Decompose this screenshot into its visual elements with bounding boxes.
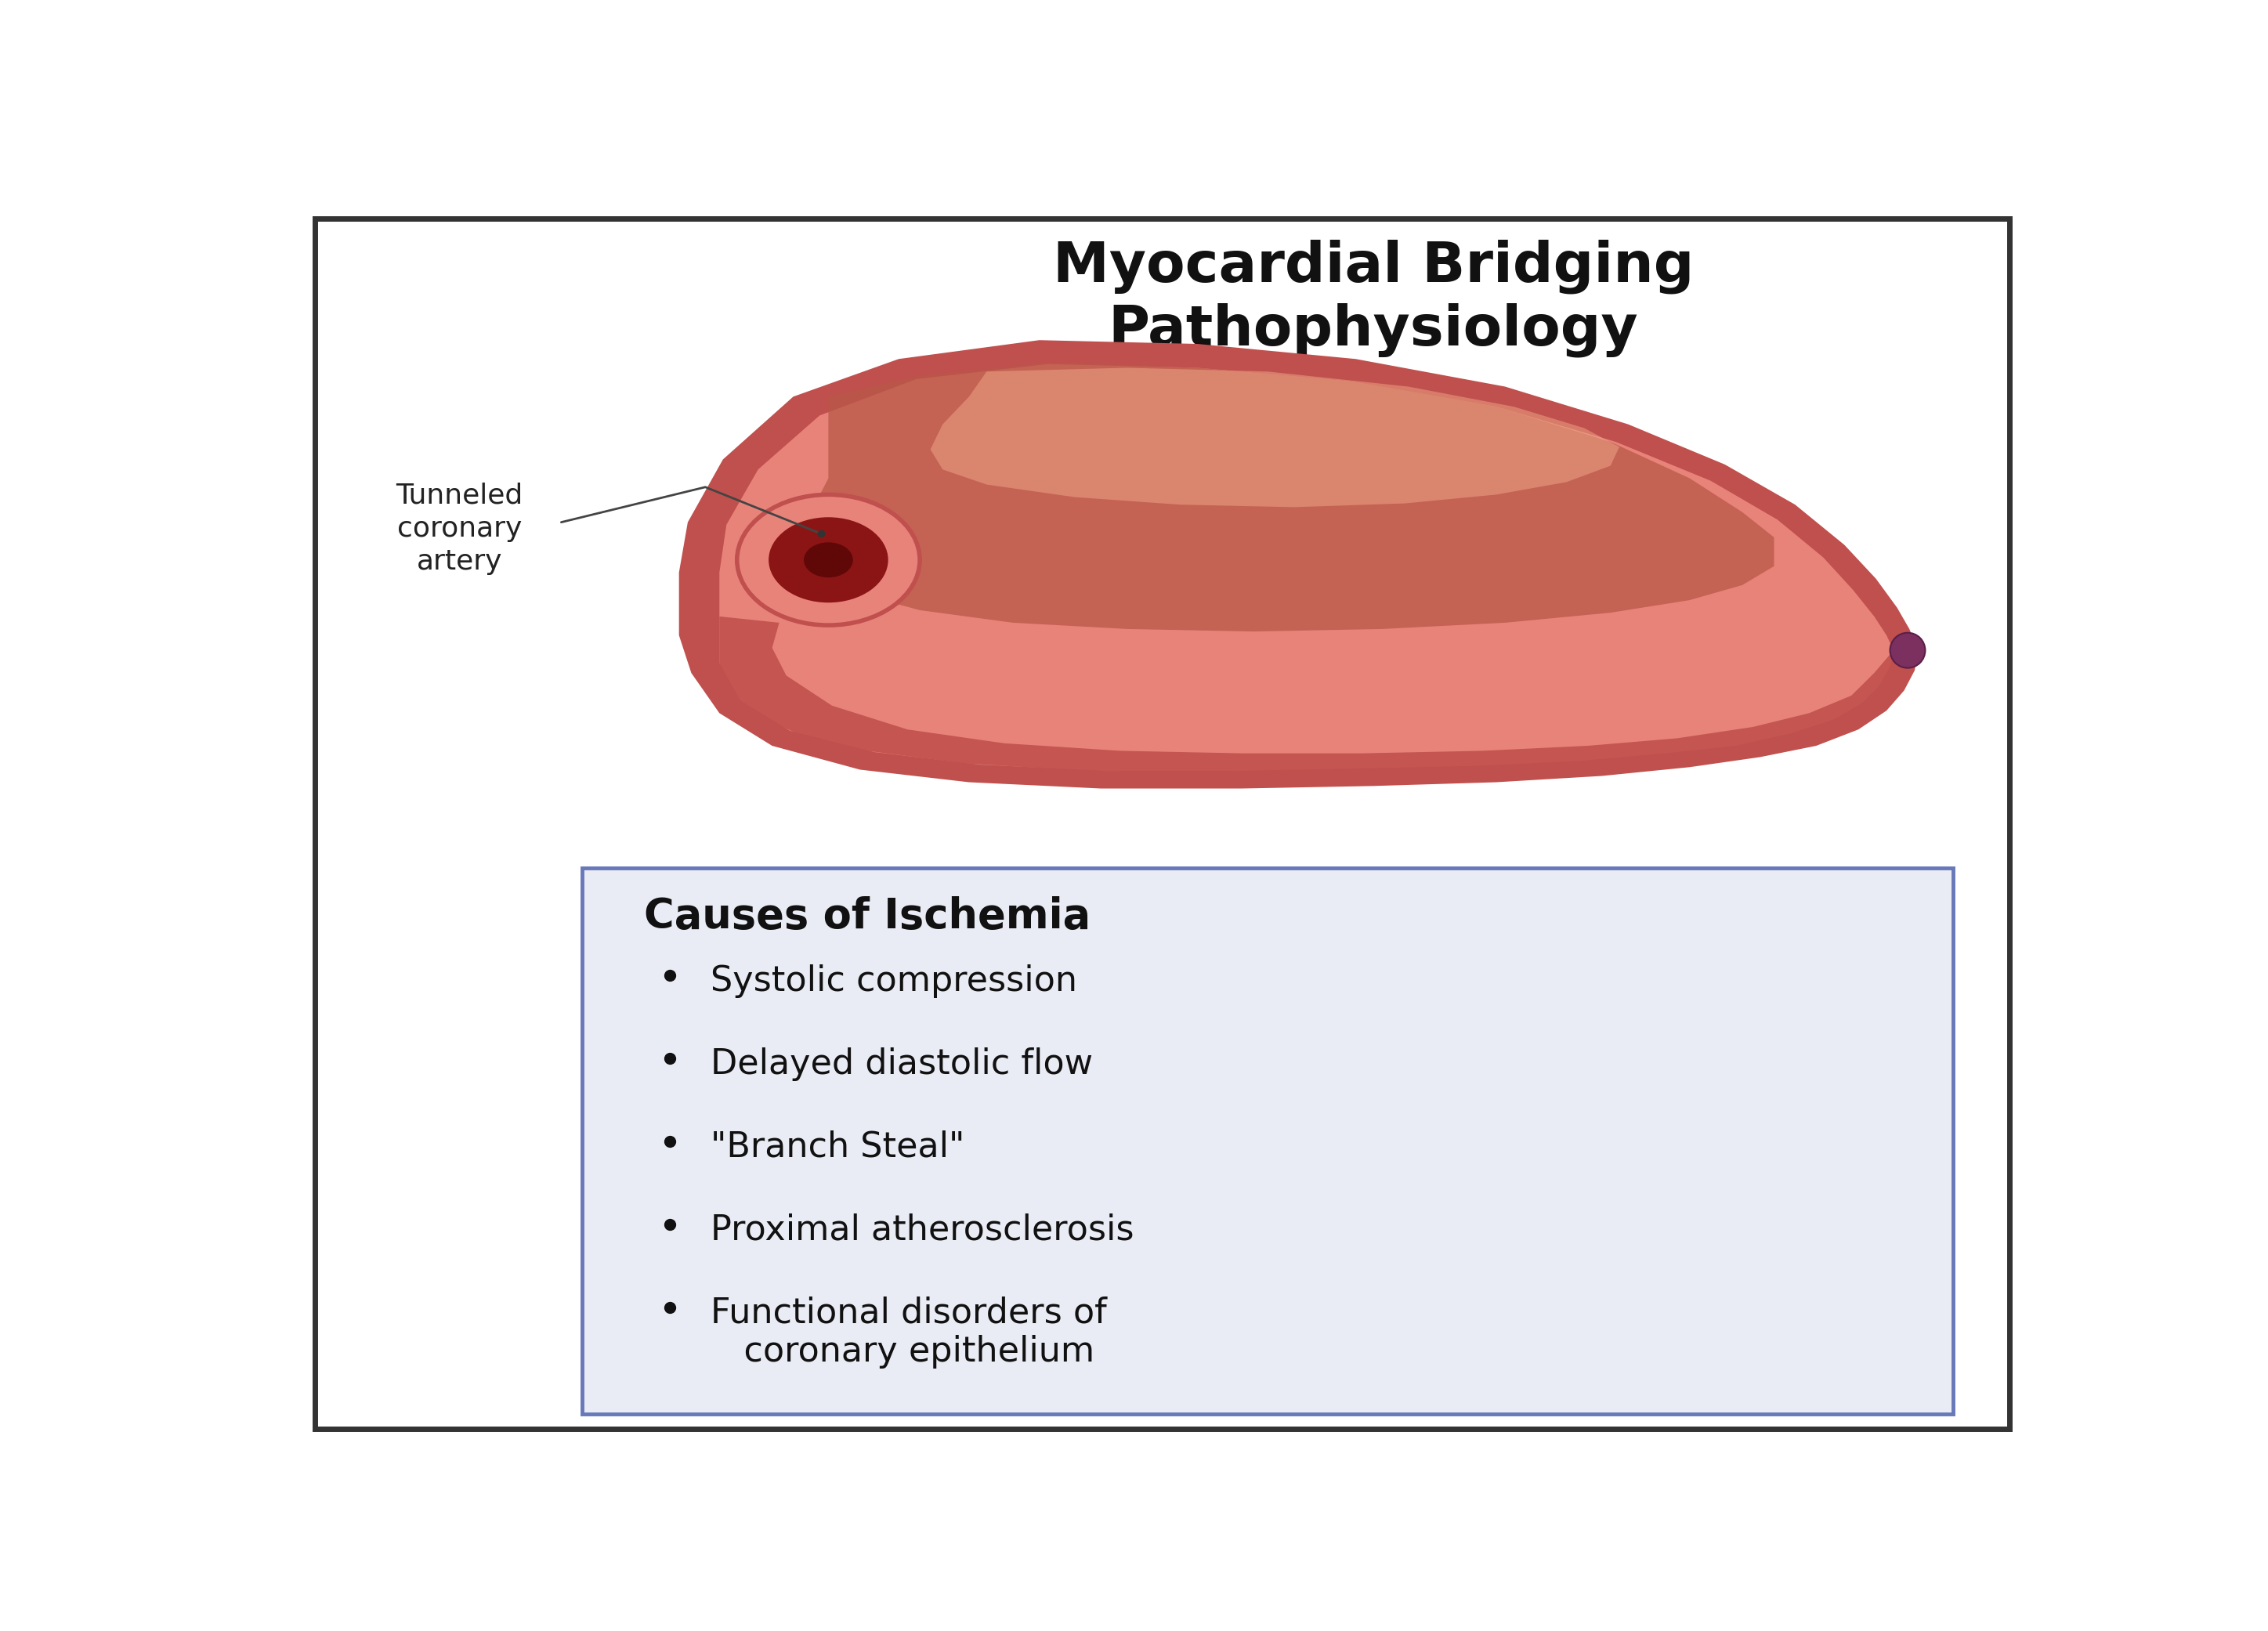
Polygon shape: [719, 617, 1894, 773]
Circle shape: [737, 494, 921, 625]
Text: Delayed diastolic flow: Delayed diastolic flow: [710, 1047, 1093, 1081]
Circle shape: [769, 517, 889, 602]
Text: Myocardial Bridging
Pathophysiology: Myocardial Bridging Pathophysiology: [1052, 240, 1694, 357]
Text: Proximal atherosclerosis: Proximal atherosclerosis: [710, 1213, 1134, 1246]
Text: Tunneled
coronary
artery: Tunneled coronary artery: [395, 483, 524, 574]
Text: "Branch Steal": "Branch Steal": [710, 1130, 964, 1165]
Polygon shape: [930, 367, 1619, 507]
Text: Causes of Ischemia: Causes of Ischemia: [644, 897, 1091, 938]
Ellipse shape: [1889, 633, 1926, 669]
Circle shape: [803, 543, 853, 577]
Polygon shape: [719, 364, 1894, 771]
FancyBboxPatch shape: [583, 868, 1953, 1414]
Text: Functional disorders of
   coronary epithelium: Functional disorders of coronary epithel…: [710, 1297, 1107, 1368]
Text: Systolic compression: Systolic compression: [710, 964, 1077, 998]
Polygon shape: [803, 362, 1774, 631]
Polygon shape: [678, 341, 1919, 788]
